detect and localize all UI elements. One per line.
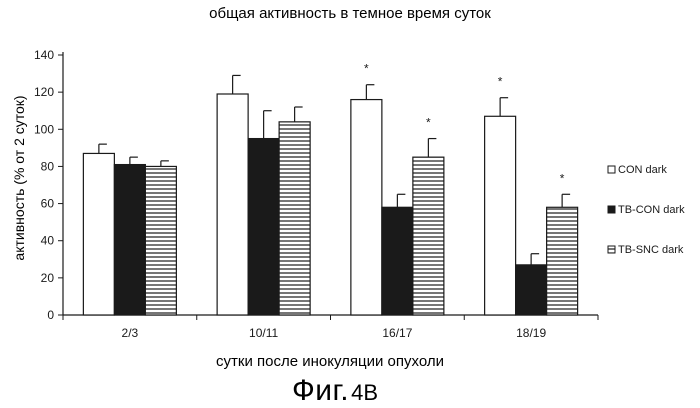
y-tick-label: 40 (41, 234, 55, 248)
x-axis-label: сутки после инокуляции опухоли (216, 353, 444, 370)
significance-marker: * (560, 171, 565, 185)
legend-entry: TB-CON dark (618, 204, 685, 216)
bar (247, 137, 280, 316)
caption-number: 4B (351, 380, 378, 405)
x-tick-label: 16/17 (382, 326, 412, 340)
x-tick-label: 2/3 (122, 326, 139, 340)
y-axis-label: активность (% от 2 суток) (11, 95, 27, 260)
bar (82, 152, 115, 316)
y-tick-label: 0 (47, 308, 54, 322)
bar (144, 165, 177, 316)
bar (381, 206, 414, 316)
caption-prefix: Фиг. (292, 374, 349, 407)
legend-entry: TB-SNC dark (618, 244, 684, 256)
x-tick-label: 10/11 (249, 326, 278, 340)
y-tick-label: 140 (34, 48, 54, 62)
significance-marker: * (426, 116, 431, 130)
figure-caption: Фиг.4B (292, 374, 378, 407)
bar (278, 121, 311, 316)
bar (216, 93, 249, 316)
legend-entry: CON dark (618, 164, 667, 176)
x-tick-label: 18/19 (516, 326, 546, 340)
significance-marker: * (498, 75, 503, 89)
y-tick-label: 20 (41, 271, 55, 285)
legend-swatch (607, 205, 616, 214)
y-tick-label: 60 (41, 197, 55, 211)
legend-swatch (607, 165, 616, 174)
chart-title: общая активность в темное время суток (209, 5, 491, 22)
y-tick-label: 120 (34, 85, 54, 99)
plot-area: 0 20 40 60 80 100 120 140 2/3 10/11 16/17 18/19 * * * * (34, 48, 599, 340)
bar (350, 98, 383, 316)
bar (546, 206, 579, 316)
bar (515, 264, 548, 316)
bar (484, 115, 517, 316)
bar (412, 156, 445, 316)
bar (113, 163, 146, 316)
legend-swatch (607, 245, 616, 254)
y-tick-label: 80 (41, 159, 55, 173)
y-tick-label: 100 (34, 122, 54, 136)
legend: CON dark TB-CON dark TB-SNC dark (607, 164, 685, 256)
significance-marker: * (364, 62, 369, 76)
